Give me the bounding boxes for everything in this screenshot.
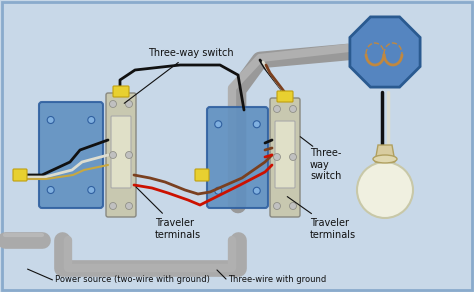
Circle shape <box>290 154 297 161</box>
Circle shape <box>273 202 281 209</box>
Circle shape <box>215 187 222 194</box>
FancyBboxPatch shape <box>207 107 268 208</box>
Circle shape <box>290 105 297 112</box>
Circle shape <box>126 202 133 209</box>
FancyBboxPatch shape <box>111 116 131 188</box>
Text: Three-wire with ground: Three-wire with ground <box>228 275 326 284</box>
Circle shape <box>215 121 222 128</box>
Circle shape <box>290 202 297 209</box>
Circle shape <box>126 152 133 159</box>
Circle shape <box>126 100 133 107</box>
Polygon shape <box>350 17 420 87</box>
Text: Three-
way
switch: Three- way switch <box>310 148 341 181</box>
Text: Three-way switch: Three-way switch <box>124 48 234 103</box>
Circle shape <box>253 187 260 194</box>
FancyBboxPatch shape <box>195 169 209 181</box>
Circle shape <box>109 202 117 209</box>
FancyBboxPatch shape <box>277 91 293 102</box>
FancyBboxPatch shape <box>39 102 103 208</box>
Circle shape <box>253 121 260 128</box>
FancyBboxPatch shape <box>270 98 300 217</box>
FancyBboxPatch shape <box>2 2 472 290</box>
FancyBboxPatch shape <box>275 121 295 188</box>
Text: Traveler
terminals: Traveler terminals <box>287 197 356 240</box>
Circle shape <box>357 162 413 218</box>
Circle shape <box>273 154 281 161</box>
Circle shape <box>109 152 117 159</box>
Circle shape <box>109 100 117 107</box>
Circle shape <box>88 117 95 124</box>
FancyBboxPatch shape <box>13 169 27 181</box>
Circle shape <box>47 117 54 124</box>
Circle shape <box>88 187 95 194</box>
FancyBboxPatch shape <box>106 93 136 217</box>
Text: Power source (two-wire with ground): Power source (two-wire with ground) <box>55 275 210 284</box>
Ellipse shape <box>373 155 397 163</box>
Circle shape <box>273 105 281 112</box>
Text: Traveler
terminals: Traveler terminals <box>136 187 201 240</box>
Circle shape <box>47 187 54 194</box>
Polygon shape <box>375 145 395 162</box>
FancyBboxPatch shape <box>113 86 129 97</box>
